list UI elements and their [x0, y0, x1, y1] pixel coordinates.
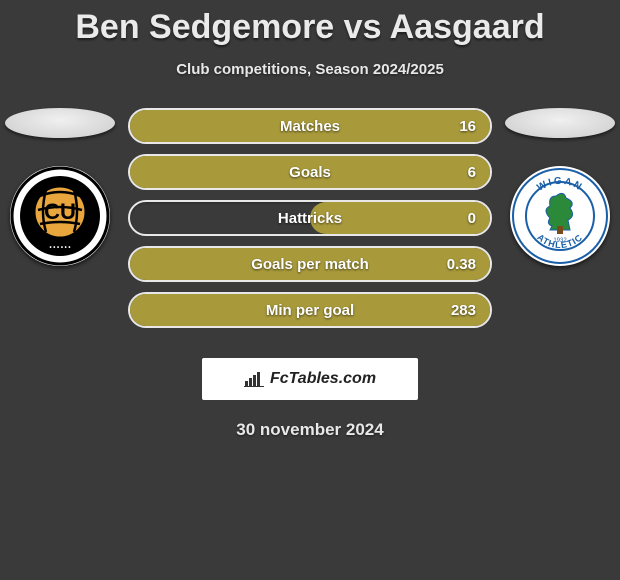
svg-text:1932: 1932	[553, 238, 567, 244]
svg-text:CU: CU	[44, 199, 76, 224]
date-text: 30 november 2024	[0, 420, 620, 440]
stat-bar: Hattricks 0	[128, 200, 492, 236]
stat-label: Matches	[280, 118, 340, 135]
credit-text: FcTables.com	[270, 370, 376, 388]
stats-column: Matches 16 Goals 6 Hattricks 0 Goals per match…	[120, 108, 500, 338]
stat-bar: Matches 16	[128, 108, 492, 144]
chart-icon	[244, 371, 264, 387]
club-badge-right: WIGAN ATHLETIC 1932	[510, 166, 610, 266]
comparison-container: CU • • • • • • Matches 16 Goals 6 Hattricks 0…	[0, 108, 620, 338]
player-ellipse-left	[5, 108, 115, 138]
side-right: WIGAN ATHLETIC 1932	[500, 108, 620, 266]
stat-value-right: 16	[459, 118, 476, 135]
stat-label: Goals per match	[251, 256, 369, 273]
stat-label: Goals	[289, 164, 331, 181]
stat-label: Hattricks	[278, 210, 342, 227]
club-badge-left: CU • • • • • •	[10, 166, 110, 266]
stat-value-right: 283	[451, 302, 476, 319]
player-ellipse-right	[505, 108, 615, 138]
stat-value-right: 0.38	[447, 256, 476, 273]
stat-bar: Goals per match 0.38	[128, 246, 492, 282]
page-title: Ben Sedgemore vs Aasgaard	[0, 0, 620, 47]
page-subtitle: Club competitions, Season 2024/2025	[0, 61, 620, 78]
stat-bar: Goals 6	[128, 154, 492, 190]
svg-text:• • • • • •: • • • • • •	[50, 245, 71, 251]
side-left: CU • • • • • •	[0, 108, 120, 266]
credit-box: FcTables.com	[202, 358, 418, 400]
stat-label: Min per goal	[266, 302, 354, 319]
stat-value-right: 6	[468, 164, 476, 181]
stat-value-right: 0	[468, 210, 476, 227]
stat-bar: Min per goal 283	[128, 292, 492, 328]
